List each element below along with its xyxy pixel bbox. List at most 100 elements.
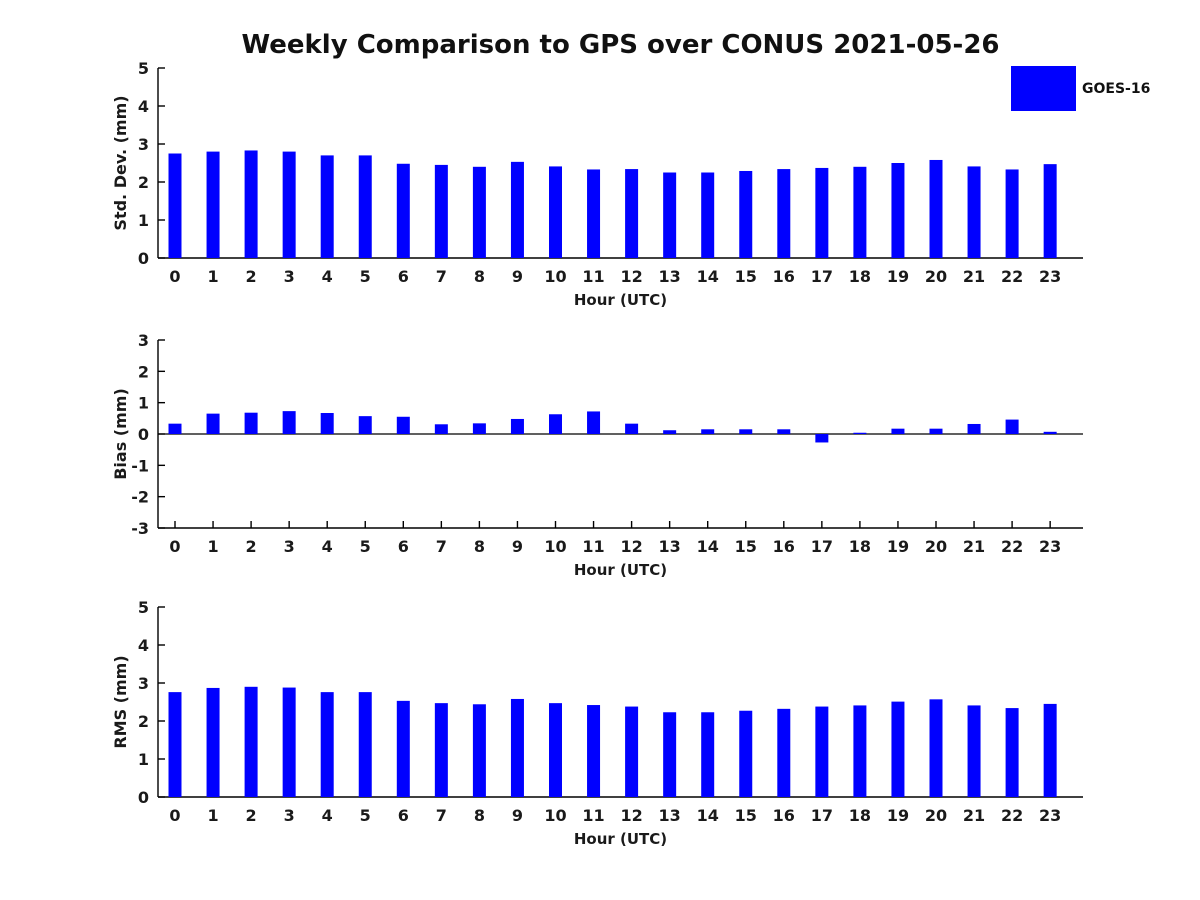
x-tick-label: 22 bbox=[1001, 806, 1023, 825]
x-tick-label: 3 bbox=[284, 267, 295, 286]
x-tick-label: 20 bbox=[925, 267, 947, 286]
bar bbox=[891, 163, 905, 258]
bar bbox=[320, 692, 334, 797]
bar bbox=[777, 169, 791, 258]
bar bbox=[472, 166, 486, 258]
bar bbox=[510, 698, 524, 797]
bar bbox=[891, 428, 905, 434]
y-tick-label: 1 bbox=[138, 211, 149, 230]
x-tick-label: 9 bbox=[512, 806, 523, 825]
xlabel-rms: Hour (UTC) bbox=[573, 830, 668, 848]
bar bbox=[1043, 431, 1057, 434]
x-tick-label: 5 bbox=[360, 537, 371, 556]
x-tick-label: 20 bbox=[925, 806, 947, 825]
x-tick-label: 16 bbox=[773, 806, 795, 825]
bar bbox=[853, 705, 867, 797]
bar bbox=[472, 423, 486, 434]
bar bbox=[358, 155, 372, 258]
bar bbox=[320, 155, 334, 258]
bar bbox=[701, 172, 715, 258]
bar bbox=[853, 432, 867, 434]
x-tick-label: 5 bbox=[360, 267, 371, 286]
y-tick-label: -1 bbox=[131, 456, 149, 475]
x-tick-label: 13 bbox=[659, 537, 681, 556]
x-tick-label: 13 bbox=[659, 267, 681, 286]
bar bbox=[206, 687, 220, 797]
bar bbox=[510, 161, 524, 258]
x-tick-label: 23 bbox=[1039, 537, 1061, 556]
bar bbox=[168, 423, 182, 434]
bar bbox=[1005, 708, 1019, 797]
bar bbox=[549, 166, 562, 258]
bar bbox=[434, 424, 448, 434]
bar bbox=[701, 712, 715, 797]
bar bbox=[739, 429, 753, 434]
bar bbox=[815, 434, 829, 443]
x-tick-label: 21 bbox=[963, 267, 985, 286]
y-tick-label: 2 bbox=[138, 712, 149, 731]
bar bbox=[282, 687, 296, 797]
bar bbox=[587, 411, 601, 434]
bar bbox=[396, 700, 410, 797]
x-tick-label: 9 bbox=[512, 267, 523, 286]
x-tick-label: 23 bbox=[1039, 267, 1061, 286]
x-tick-label: 10 bbox=[544, 267, 566, 286]
bar bbox=[549, 703, 562, 797]
x-tick-label: 4 bbox=[322, 537, 333, 556]
bar bbox=[587, 169, 601, 258]
x-tick-label: 17 bbox=[811, 267, 833, 286]
bar bbox=[663, 712, 677, 797]
bar bbox=[815, 167, 829, 258]
bar bbox=[739, 170, 753, 258]
bar bbox=[929, 428, 943, 434]
x-tick-label: 1 bbox=[207, 537, 218, 556]
x-tick-label: 9 bbox=[512, 537, 523, 556]
bar bbox=[625, 169, 639, 258]
figure-title: Weekly Comparison to GPS over CONUS 2021… bbox=[241, 30, 1000, 60]
x-tick-label: 2 bbox=[246, 267, 257, 286]
x-tick-label: 0 bbox=[169, 267, 180, 286]
x-tick-label: 12 bbox=[620, 537, 642, 556]
x-tick-label: 11 bbox=[582, 537, 604, 556]
y-tick-label: 3 bbox=[138, 135, 149, 154]
x-tick-label: 1 bbox=[207, 806, 218, 825]
bar bbox=[434, 164, 448, 258]
x-tick-label: 12 bbox=[620, 806, 642, 825]
y-tick-label: 1 bbox=[138, 750, 149, 769]
bar bbox=[206, 413, 220, 434]
bar bbox=[663, 430, 677, 434]
x-tick-label: 8 bbox=[474, 267, 485, 286]
x-tick-label: 4 bbox=[322, 806, 333, 825]
x-tick-label: 3 bbox=[284, 537, 295, 556]
x-tick-label: 4 bbox=[322, 267, 333, 286]
x-tick-label: 7 bbox=[436, 267, 447, 286]
x-tick-label: 22 bbox=[1001, 537, 1023, 556]
x-tick-label: 7 bbox=[436, 806, 447, 825]
x-tick-label: 1 bbox=[207, 267, 218, 286]
x-tick-label: 15 bbox=[735, 267, 757, 286]
bar bbox=[434, 703, 448, 797]
x-tick-label: 19 bbox=[887, 806, 909, 825]
x-tick-label: 5 bbox=[360, 806, 371, 825]
y-tick-label: 2 bbox=[138, 173, 149, 192]
bar bbox=[206, 151, 220, 258]
bar bbox=[1005, 419, 1019, 434]
x-tick-label: 0 bbox=[169, 537, 180, 556]
x-tick-label: 17 bbox=[811, 537, 833, 556]
bar bbox=[815, 706, 829, 797]
bar bbox=[929, 159, 943, 258]
x-tick-label: 14 bbox=[697, 537, 719, 556]
xlabel-bias: Hour (UTC) bbox=[573, 561, 668, 579]
bar bbox=[396, 416, 410, 434]
bar bbox=[168, 692, 182, 797]
x-tick-label: 10 bbox=[544, 806, 566, 825]
x-tick-label: 13 bbox=[659, 806, 681, 825]
bar bbox=[358, 416, 372, 434]
x-tick-label: 21 bbox=[963, 806, 985, 825]
bar bbox=[549, 414, 562, 434]
x-tick-label: 16 bbox=[773, 267, 795, 286]
bar bbox=[1005, 169, 1019, 258]
